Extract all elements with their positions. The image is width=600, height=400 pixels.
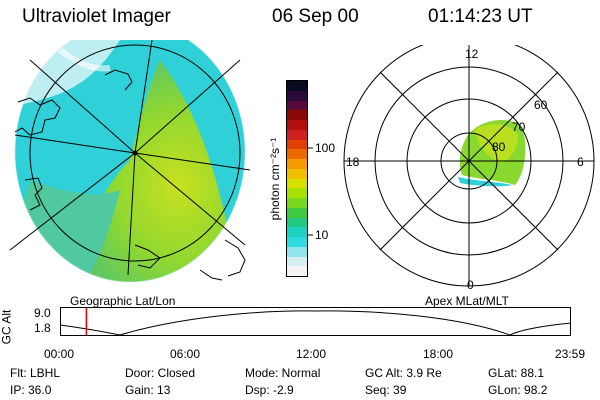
time-tick-2: 12:00 [296, 347, 327, 361]
mlt-12: 12 [465, 47, 479, 61]
info-seq: Seq: 39 [365, 383, 407, 397]
color-band [287, 217, 307, 228]
color-band [287, 129, 307, 140]
polar-plot [343, 45, 595, 287]
info-door: Door: Closed [125, 366, 196, 380]
time-tick-1: 06:00 [170, 347, 201, 361]
uv-image [15, 40, 245, 282]
apex-label: Apex MLat/MLT [425, 294, 509, 308]
altitude-ylabel: GC Alt [0, 309, 14, 345]
color-band [287, 237, 307, 248]
info-glon: GLon: 98.2 [488, 383, 548, 397]
color-band [287, 159, 307, 170]
lat-lon-grid [9, 40, 251, 276]
mlat-60: 60 [534, 98, 548, 112]
altitude-plot [60, 307, 572, 336]
polar-grid [343, 45, 595, 287]
info-dsp: Dsp: -2.9 [245, 383, 294, 397]
altitude-ytick-low: 1.8 [34, 321, 51, 335]
color-scale-ticks [307, 147, 313, 236]
color-band [287, 178, 307, 189]
date-label: 06 Sep 00 [272, 6, 359, 27]
coastlines [14, 69, 246, 281]
color-band [287, 100, 307, 111]
mlt-18: 18 [346, 155, 360, 169]
color-band [287, 246, 307, 257]
geographic-label: Geographic Lat/Lon [70, 294, 176, 308]
color-band [287, 90, 307, 101]
time-tick-4: 23:59 [555, 347, 586, 361]
altitude-ytick-high: 9.0 [34, 306, 51, 320]
mlt-0: 0 [467, 278, 474, 292]
info-mode: Mode: Normal [245, 366, 321, 380]
info-gc-alt: GC Alt: 3.9 Re [365, 366, 442, 380]
color-band [287, 139, 307, 150]
info-flt: Flt: LBHL [10, 366, 61, 380]
color-scale-bar [286, 80, 308, 277]
mlat-70: 70 [512, 120, 526, 134]
time-tick-0: 00:00 [44, 347, 75, 361]
color-scale-label: photon cm⁻²s⁻¹ [268, 137, 282, 221]
color-band [287, 198, 307, 209]
color-band [287, 120, 307, 131]
mlt-6: 6 [577, 155, 584, 169]
color-band [287, 256, 307, 267]
color-band [287, 227, 307, 238]
color-band [287, 110, 307, 121]
color-band [287, 266, 307, 276]
color-band [287, 149, 307, 160]
instrument-title: Ultraviolet Imager [22, 6, 171, 27]
color-tick-100: 100 [315, 141, 336, 155]
info-glat: GLat: 88.1 [488, 366, 545, 380]
info-ip: IP: 36.0 [10, 383, 52, 397]
time-label: 01:14:23 UT [428, 6, 533, 27]
pole-marker [132, 150, 138, 156]
geographic-map [9, 40, 251, 283]
color-band [287, 168, 307, 179]
info-gain: Gain: 13 [125, 383, 171, 397]
color-band [287, 81, 307, 92]
mlat-80: 80 [492, 140, 506, 154]
color-band [287, 188, 307, 199]
color-band [287, 207, 307, 218]
time-tick-3: 18:00 [423, 347, 454, 361]
color-tick-10: 10 [315, 228, 329, 242]
